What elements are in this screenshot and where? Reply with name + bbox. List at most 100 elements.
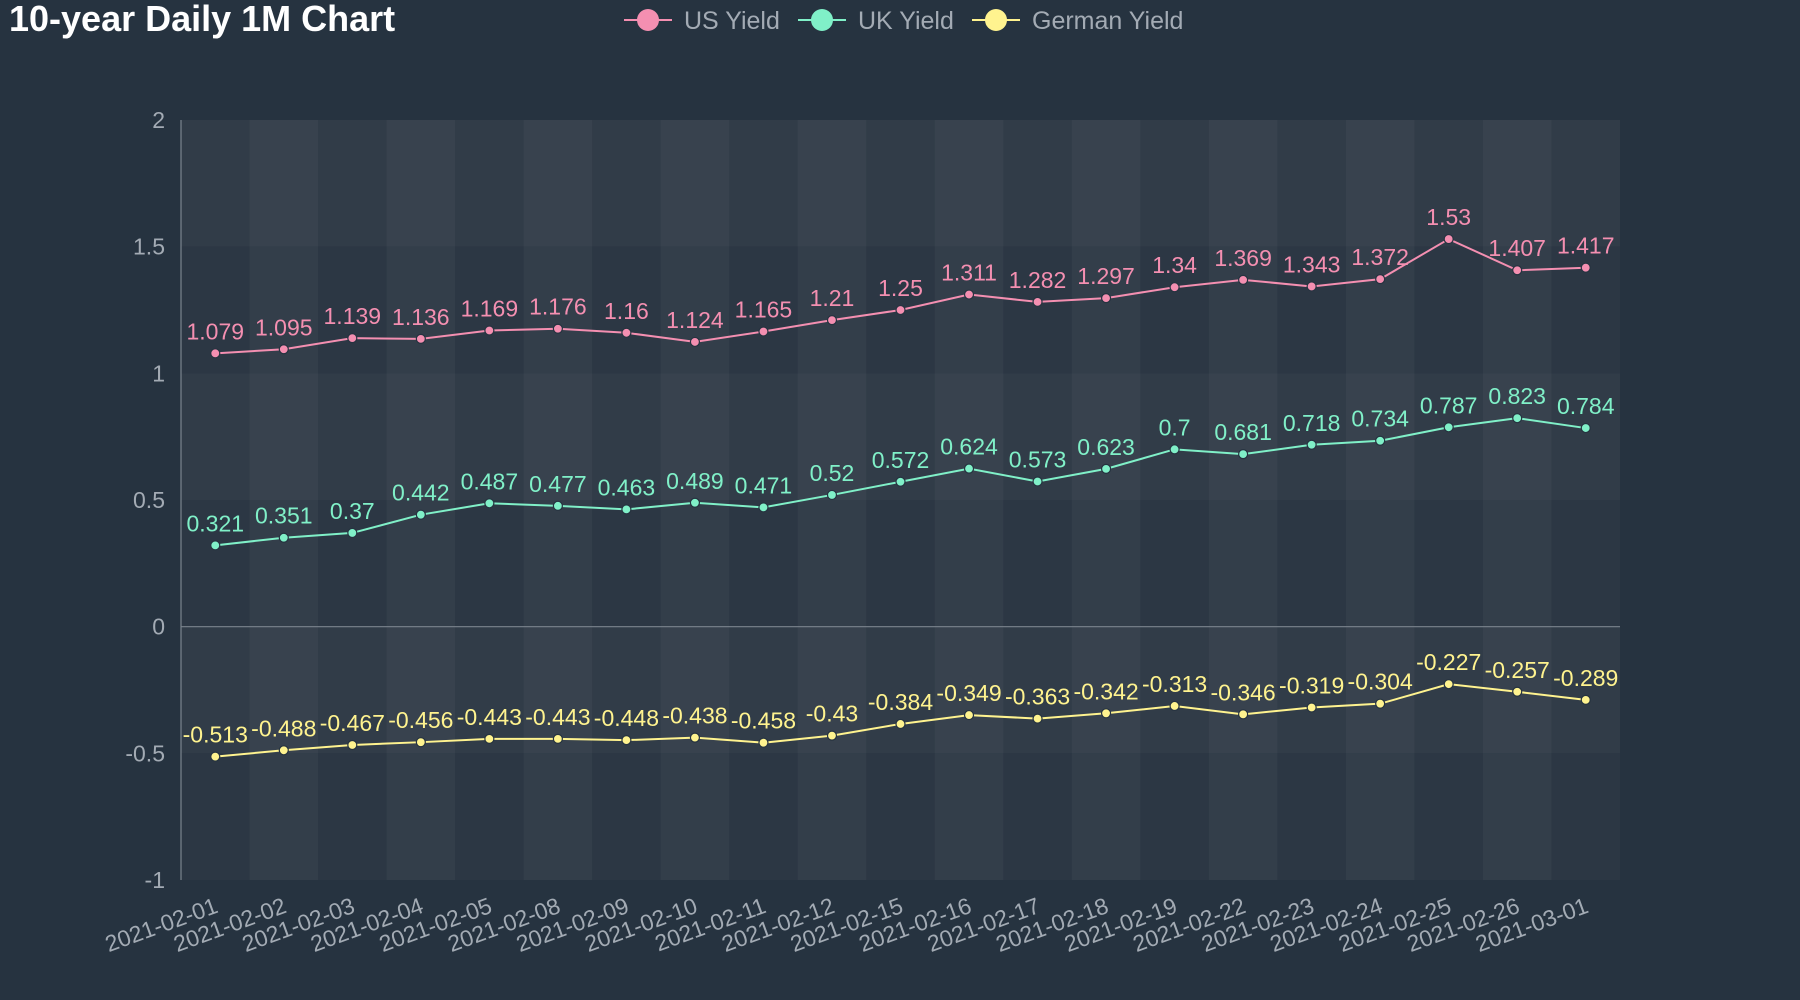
data-point <box>689 497 701 508</box>
data-label: -0.346 <box>1211 679 1276 705</box>
data-point <box>1443 679 1454 690</box>
legend-label: UK Yield <box>858 7 954 35</box>
data-point <box>1169 444 1180 455</box>
plot-background <box>181 120 1620 880</box>
data-label: 0.681 <box>1214 419 1272 445</box>
data-label: 0.7 <box>1159 414 1191 440</box>
data-point <box>347 333 358 344</box>
plot-column-stripe <box>1072 120 1141 880</box>
data-point <box>210 751 221 762</box>
data-point <box>963 289 975 300</box>
plot-column-stripe <box>524 120 593 880</box>
data-point <box>1100 292 1112 304</box>
data-label: 0.573 <box>1009 447 1067 473</box>
data-label: -0.488 <box>251 715 316 741</box>
data-label: 0.351 <box>255 503 313 529</box>
legend-item-us-yield: US Yield <box>624 7 780 35</box>
data-label: 1.372 <box>1351 244 1409 270</box>
data-point <box>758 502 769 513</box>
y-tick-label: 2 <box>152 107 165 133</box>
data-label: 1.297 <box>1077 263 1135 289</box>
data-label: 0.471 <box>735 472 793 498</box>
data-point <box>1032 476 1043 487</box>
data-label: 0.37 <box>330 498 375 524</box>
data-point <box>552 733 563 744</box>
y-tick-label: 0 <box>152 614 165 640</box>
series-us-yield: 1.079 1.095 1.139 1.136 1.169 1.176 1.16 1.124 1… <box>186 204 1615 359</box>
data-label: 0.787 <box>1420 392 1478 418</box>
data-point <box>1169 700 1180 712</box>
legend-marker <box>811 9 833 31</box>
data-point <box>347 739 358 751</box>
data-label: 0.624 <box>940 434 998 460</box>
data-point <box>895 476 906 487</box>
data-label: -0.257 <box>1485 657 1550 683</box>
data-label: -0.227 <box>1416 649 1481 675</box>
legend-marker <box>637 9 659 31</box>
data-point <box>826 315 838 326</box>
data-label: 0.321 <box>186 510 244 536</box>
plot-column-stripe <box>935 120 1004 880</box>
data-point <box>552 500 563 511</box>
data-point <box>1580 262 1591 273</box>
data-point <box>1306 702 1317 713</box>
data-point <box>895 304 906 316</box>
y-tick-label: 0.5 <box>133 487 165 513</box>
data-point <box>1100 708 1112 719</box>
data-label: 0.52 <box>810 460 855 486</box>
data-label: 1.407 <box>1488 235 1546 261</box>
chart-title: 10-year Daily 1M Chart <box>9 0 395 39</box>
data-label: 1.136 <box>392 304 450 330</box>
data-label: 0.463 <box>598 474 656 500</box>
data-label: 1.165 <box>735 297 793 323</box>
legend-label: US Yield <box>684 7 780 35</box>
data-label: -0.43 <box>806 701 858 727</box>
data-label: 1.417 <box>1557 233 1615 259</box>
data-label: -0.513 <box>183 722 248 748</box>
data-label: 1.282 <box>1009 267 1067 293</box>
data-point <box>1512 686 1523 697</box>
data-label: -0.443 <box>525 704 590 730</box>
data-label: 1.095 <box>255 314 313 340</box>
data-label: -0.342 <box>1073 678 1138 704</box>
data-label: 0.784 <box>1557 393 1615 419</box>
plot-column-stripe <box>1346 120 1415 880</box>
data-point <box>758 326 769 337</box>
data-point <box>1306 439 1317 450</box>
data-point <box>621 735 632 746</box>
data-label: 1.139 <box>324 303 382 329</box>
data-label: 1.34 <box>1152 252 1197 278</box>
data-label: -0.363 <box>1005 684 1070 710</box>
data-point <box>1032 296 1043 307</box>
data-label: 1.079 <box>186 318 244 344</box>
plot-band <box>181 120 1620 247</box>
data-point <box>484 325 495 336</box>
data-label: -0.456 <box>388 707 453 733</box>
data-label: -0.448 <box>594 705 659 731</box>
data-point <box>963 463 975 474</box>
plot-column-stripe <box>1483 120 1552 880</box>
y-tick-label: 1 <box>152 360 165 386</box>
data-label: 0.487 <box>461 468 519 494</box>
series-layer: 1.079 1.095 1.139 1.136 1.169 1.176 1.16 1.124 1… <box>183 204 1618 762</box>
data-point <box>210 348 221 359</box>
data-point <box>826 489 838 501</box>
data-point <box>1512 265 1523 276</box>
data-label: 0.623 <box>1077 434 1135 460</box>
data-label: 1.25 <box>878 275 923 301</box>
data-point <box>1169 282 1180 293</box>
data-label: 1.53 <box>1426 204 1471 230</box>
data-point <box>1238 709 1249 720</box>
data-label: 1.311 <box>941 260 997 286</box>
data-label: 1.16 <box>604 298 649 324</box>
data-label: 0.572 <box>872 447 930 473</box>
plot-band <box>181 626 1620 754</box>
data-point <box>1580 422 1591 434</box>
data-label: 1.369 <box>1214 245 1272 271</box>
y-tick-label: 1.5 <box>133 234 165 260</box>
data-point <box>758 737 769 748</box>
data-label: 0.734 <box>1351 406 1409 432</box>
data-point <box>1032 713 1043 724</box>
data-label: 1.343 <box>1283 251 1341 277</box>
data-point <box>1512 413 1523 424</box>
